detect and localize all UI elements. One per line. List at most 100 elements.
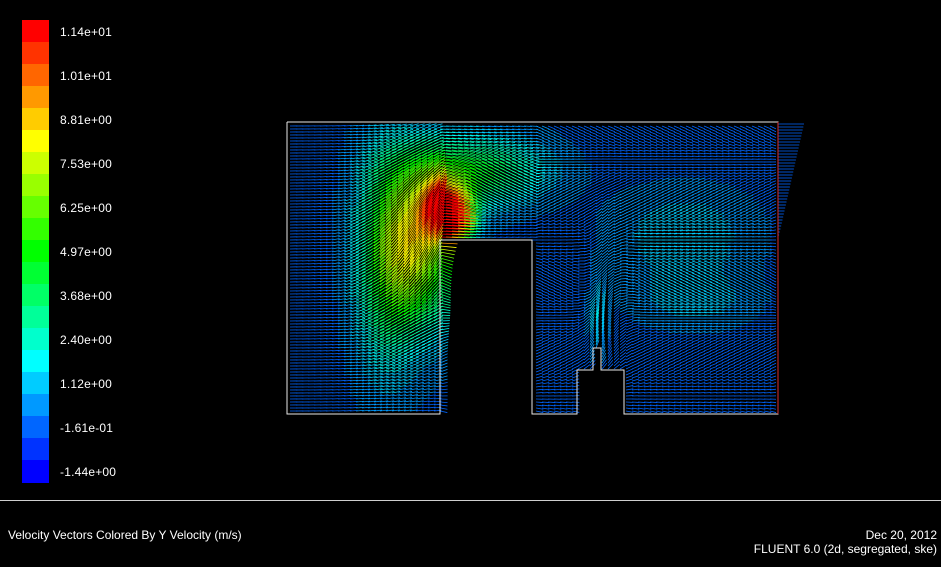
velocity-vector bbox=[349, 300, 359, 304]
velocity-vector bbox=[673, 229, 684, 232]
velocity-vector bbox=[379, 256, 392, 268]
velocity-vector bbox=[373, 240, 386, 250]
velocity-vector bbox=[685, 245, 696, 248]
velocity-vector bbox=[355, 302, 366, 307]
velocity-vector bbox=[475, 137, 486, 140]
velocity-vector bbox=[535, 275, 543, 280]
velocity-vector bbox=[343, 258, 353, 262]
velocity-vector bbox=[535, 179, 545, 184]
velocity-vector bbox=[535, 134, 544, 139]
velocity-vector bbox=[733, 131, 742, 136]
velocity-vector bbox=[631, 215, 641, 220]
velocity-vector bbox=[493, 143, 504, 147]
velocity-vector bbox=[331, 232, 340, 235]
vector-plot[interactable] bbox=[0, 0, 941, 500]
velocity-vector bbox=[517, 128, 527, 131]
velocity-vector bbox=[409, 250, 420, 265]
velocity-vector bbox=[733, 125, 741, 130]
velocity-vector bbox=[565, 213, 574, 217]
velocity-vector bbox=[637, 275, 646, 280]
velocity-vector bbox=[457, 227, 475, 230]
velocity-vector bbox=[547, 194, 556, 199]
velocity-vector bbox=[637, 248, 647, 251]
velocity-vector bbox=[421, 213, 432, 232]
velocity-vector bbox=[355, 203, 366, 208]
velocity-vector bbox=[499, 152, 511, 157]
velocity-vector bbox=[649, 260, 659, 264]
velocity-vector bbox=[709, 222, 719, 226]
velocity-vector bbox=[745, 226, 755, 229]
velocity-vector bbox=[577, 169, 586, 172]
velocity-vector bbox=[355, 296, 366, 301]
velocity-vector bbox=[739, 293, 748, 298]
velocity-vector bbox=[469, 164, 482, 171]
velocity-vector bbox=[487, 143, 498, 147]
velocity-vector bbox=[607, 262, 615, 268]
velocity-vector bbox=[607, 265, 615, 271]
velocity-vector bbox=[331, 304, 340, 307]
velocity-vector bbox=[331, 313, 340, 316]
velocity-vector bbox=[679, 251, 689, 255]
velocity-vector bbox=[373, 146, 384, 151]
velocity-vector bbox=[343, 183, 353, 187]
velocity-vector bbox=[499, 146, 510, 150]
velocity-vector bbox=[337, 258, 347, 262]
velocity-vector bbox=[751, 296, 760, 300]
velocity-vector bbox=[457, 140, 469, 143]
velocity-vector bbox=[649, 281, 658, 286]
velocity-vector bbox=[403, 134, 414, 139]
velocity-vector bbox=[607, 205, 615, 211]
velocity-vector bbox=[571, 125, 580, 130]
velocity-vector bbox=[337, 201, 346, 205]
velocity-vector bbox=[343, 136, 352, 139]
velocity-vector bbox=[469, 194, 482, 201]
velocity-vector bbox=[721, 137, 730, 141]
velocity-vector bbox=[343, 189, 353, 193]
velocity-vector bbox=[673, 263, 683, 268]
velocity-vector bbox=[739, 296, 748, 300]
velocity-vector bbox=[709, 134, 718, 138]
velocity-vector bbox=[703, 194, 712, 199]
velocity-vector bbox=[337, 234, 347, 238]
velocity-vector bbox=[745, 302, 754, 306]
velocity-vector bbox=[325, 259, 334, 262]
velocity-vector bbox=[739, 251, 749, 254]
velocity-vector bbox=[457, 158, 471, 163]
velocity-vector bbox=[565, 319, 574, 322]
velocity-vector bbox=[763, 222, 772, 226]
velocity-vector bbox=[403, 139, 414, 145]
velocity-vector bbox=[583, 177, 592, 181]
velocity-vector bbox=[433, 152, 446, 160]
velocity-vector bbox=[655, 137, 664, 141]
velocity-vector bbox=[385, 146, 397, 151]
velocity-vector bbox=[487, 149, 499, 154]
velocity-vector bbox=[343, 276, 353, 280]
velocity-vector bbox=[739, 278, 748, 283]
velocity-vector bbox=[631, 260, 641, 264]
velocity-vector bbox=[631, 287, 640, 291]
velocity-vector bbox=[667, 311, 677, 314]
graphics-viewport[interactable]: 1.14e+01 1.01e+01 8.81e+00 7.53e+00 6.25e+00… bbox=[0, 0, 941, 500]
velocity-vector bbox=[349, 227, 359, 232]
velocity-vector bbox=[343, 157, 353, 160]
velocity-vector bbox=[703, 302, 713, 306]
velocity-vector bbox=[697, 248, 707, 251]
velocity-vector bbox=[583, 185, 592, 190]
velocity-vector bbox=[541, 302, 550, 306]
velocity-vector bbox=[715, 222, 725, 226]
velocity-vector bbox=[349, 278, 360, 283]
velocity-vector bbox=[619, 316, 627, 322]
velocity-vector bbox=[421, 287, 432, 298]
velocity-vector bbox=[373, 303, 386, 310]
velocity-vector bbox=[385, 231, 398, 244]
velocity-vector bbox=[403, 163, 416, 172]
velocity-vector bbox=[613, 125, 622, 130]
velocity-vector bbox=[619, 200, 628, 205]
velocity-vector bbox=[715, 169, 724, 172]
velocity-vector bbox=[589, 202, 597, 208]
velocity-vector bbox=[499, 128, 509, 131]
velocity-vector bbox=[745, 299, 754, 303]
velocity-vector bbox=[409, 293, 421, 304]
velocity-vector bbox=[451, 209, 472, 215]
velocity-vector bbox=[673, 275, 683, 280]
